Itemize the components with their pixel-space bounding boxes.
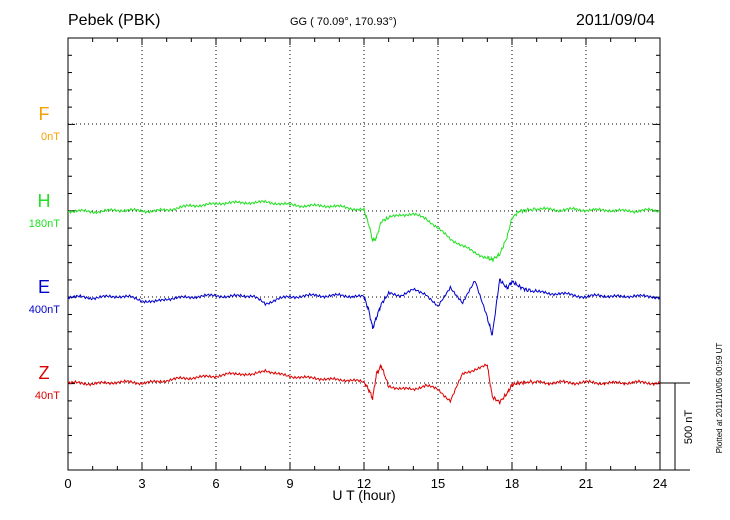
series-line-e (67, 278, 661, 336)
x-tick-label: 9 (286, 476, 293, 491)
x-tick-label: 15 (431, 476, 445, 491)
channel-baseline-f: 0nT (41, 131, 60, 143)
coords-label: GG ( 70.09°, 170.93°) (290, 16, 397, 28)
series-layer (67, 199, 661, 405)
series-line-z (67, 363, 661, 405)
channel-label-z: Z (39, 363, 50, 383)
x-tick-label: 3 (138, 476, 145, 491)
channel-baseline-e: 400nT (29, 304, 60, 316)
station-title: Pebek (PBK) (68, 12, 161, 29)
channel-label-e: E (38, 277, 50, 297)
channel-label-h: H (38, 191, 51, 211)
channel-baseline-z: 40nT (35, 390, 60, 402)
scale-bar-label: 500 nT (683, 410, 695, 445)
plotted-footer: Plotted at 2011/10/05 00:59 UT (715, 343, 724, 454)
date-label: 2011/09/04 (576, 12, 655, 29)
scale-bar: 500 nT (660, 382, 695, 471)
x-ticks: 0 3 6 9 12 15 18 21 24 (64, 37, 667, 491)
x-tick-label: 21 (579, 476, 593, 491)
x-axis-label: U T (hour) (332, 487, 395, 503)
x-tick-label: 12 (357, 476, 371, 491)
grid-lines (68, 38, 660, 470)
x-tick-label: 0 (64, 476, 71, 491)
channel-label-f: F (39, 104, 50, 124)
x-tick-label: 24 (653, 476, 667, 491)
x-tick-label: 6 (212, 476, 219, 491)
x-tick-label: 18 (505, 476, 519, 491)
channel-labels: F 0nT H 180nT E 400nT Z 40nT (29, 104, 60, 402)
series-line-h (67, 199, 661, 263)
channel-baseline-h: 180nT (29, 218, 60, 230)
